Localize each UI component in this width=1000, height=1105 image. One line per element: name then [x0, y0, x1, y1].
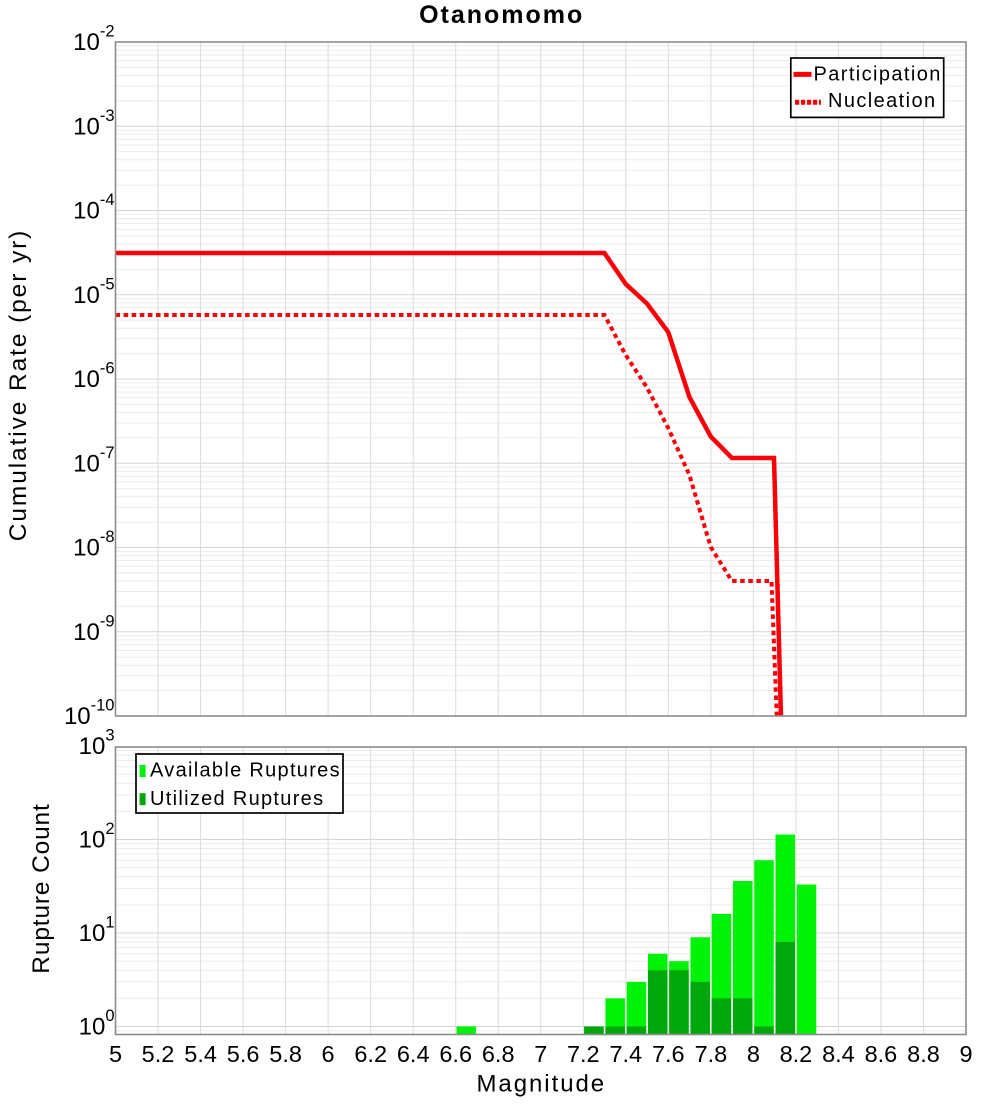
- svg-text:6: 6: [322, 1041, 335, 1067]
- svg-text:7.4: 7.4: [609, 1041, 642, 1067]
- svg-text:Participation: Participation: [814, 64, 942, 86]
- svg-text:Magnitude: Magnitude: [476, 1071, 606, 1098]
- svg-text:10-3: 10-3: [73, 107, 114, 141]
- svg-text:Cumulative Rate (per yr): Cumulative Rate (per yr): [5, 229, 32, 541]
- svg-text:8.4: 8.4: [822, 1041, 855, 1067]
- svg-text:7.2: 7.2: [567, 1041, 600, 1067]
- svg-text:Rupture Count: Rupture Count: [28, 803, 55, 973]
- svg-text:Available Ruptures: Available Ruptures: [150, 760, 341, 782]
- svg-text:7.6: 7.6: [652, 1041, 685, 1067]
- svg-text:Utilized Ruptures: Utilized Ruptures: [150, 788, 324, 810]
- svg-text:5.2: 5.2: [142, 1041, 175, 1067]
- svg-text:Otanomomo: Otanomomo: [419, 1, 584, 29]
- svg-text:Nucleation: Nucleation: [828, 90, 937, 112]
- svg-text:8.2: 8.2: [780, 1041, 813, 1067]
- svg-text:5.8: 5.8: [269, 1041, 302, 1067]
- svg-text:8.6: 8.6: [865, 1041, 898, 1067]
- svg-text:5.4: 5.4: [184, 1041, 217, 1067]
- svg-text:9: 9: [959, 1041, 972, 1067]
- svg-text:5: 5: [109, 1041, 122, 1067]
- svg-text:8.8: 8.8: [907, 1041, 940, 1067]
- svg-text:6.2: 6.2: [354, 1041, 387, 1067]
- svg-text:102: 102: [79, 820, 115, 854]
- svg-text:7.8: 7.8: [695, 1041, 728, 1067]
- svg-text:6.6: 6.6: [439, 1041, 472, 1067]
- svg-text:8: 8: [747, 1041, 760, 1067]
- svg-text:7: 7: [534, 1041, 547, 1067]
- svg-text:6.8: 6.8: [482, 1041, 515, 1067]
- svg-text:10-5: 10-5: [73, 275, 114, 309]
- svg-text:6.4: 6.4: [397, 1041, 430, 1067]
- svg-text:5.6: 5.6: [227, 1041, 260, 1067]
